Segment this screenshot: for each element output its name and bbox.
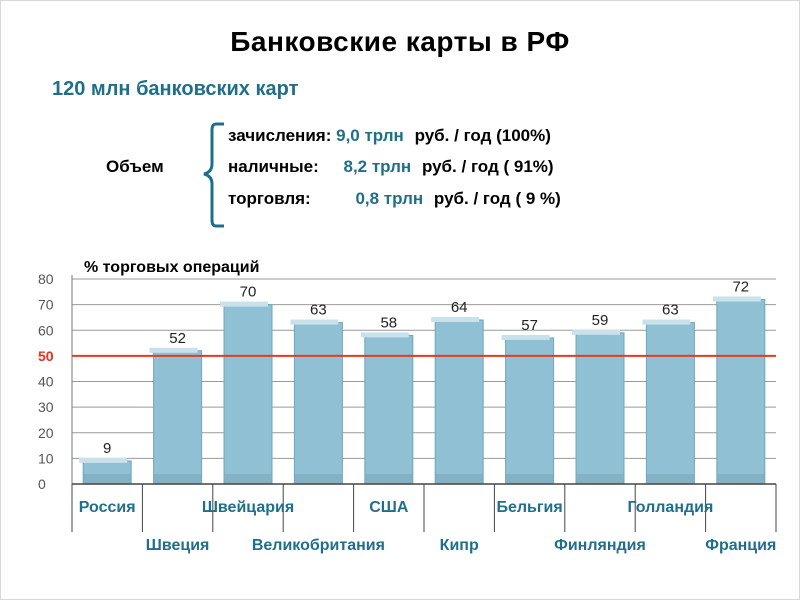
value-label: 63 [662,302,679,319]
bar-base [294,474,343,484]
bar-base [153,474,202,484]
value-label: 72 [732,279,749,296]
category-label: Швеция [146,537,210,554]
bar-base [364,474,413,484]
volume-row-unit: руб. / год (100%) [414,126,551,145]
volume-label: Объем [106,157,164,176]
volume-row-amount: 0,8 трлн [355,189,424,208]
y-tick-label: 20 [38,425,54,441]
value-label: 58 [380,314,397,331]
volume-row-amount: 9,0 трлн [336,126,404,145]
volume-row-credits: зачисления: 9,0 трлн руб. / год (100%) [228,126,551,146]
volume-row-name: зачисления: [228,126,332,145]
volume-row-name: наличные: [228,157,319,176]
bar-top [220,301,268,307]
bar-top [712,296,761,302]
y-tick-label: 50 [38,348,54,364]
bar [505,337,555,485]
bar-top [501,334,550,340]
bar [153,350,203,485]
y-tick-label: 40 [38,374,54,390]
bar-top [290,319,339,325]
value-label: 57 [521,317,538,334]
bar [716,299,766,485]
volume-row-cash: наличные: 8,2 трлн руб. / год ( 91%) [228,157,554,177]
bar-top [79,457,128,463]
y-tick-label: 30 [38,399,54,415]
bar [364,334,414,485]
value-label: 63 [310,302,327,319]
bar [223,304,273,485]
category-label: Швейцария [202,499,294,516]
volume-row-trade: торговля: 0,8 трлн руб. / год ( 9 %) [228,189,561,209]
bar-base [646,474,695,484]
y-axis-label: % торговых операций [84,259,259,276]
volume-row-unit: руб. / год ( 91%) [421,157,554,176]
bar-top [149,347,198,353]
value-label: 59 [592,312,609,329]
category-label: Франция [705,537,776,554]
y-tick-label: 80 [38,271,54,287]
bar [645,322,695,485]
subtitle: 120 млн банковских карт [52,78,299,100]
y-tick-label: 10 [38,450,54,466]
page-title: Банковские карты в РФ [230,26,570,57]
category-label: Голландия [627,499,713,516]
bar-base [576,474,624,484]
bar-base [435,474,484,484]
category-label: Финляндия [554,537,646,554]
category-label: Бельгия [496,499,562,516]
bar-base [716,474,765,484]
category-label: Великобритания [252,537,385,554]
y-tick-label: 0 [38,476,46,492]
bar-top [360,332,409,338]
volume-row-amount: 8,2 трлн [343,157,412,176]
bar-base [505,474,554,484]
curly-brace-icon [203,122,224,228]
bar-top [642,319,691,325]
bar-top [572,329,620,335]
bar-top [431,317,480,322]
bar [434,319,484,485]
bar-base [83,474,132,484]
value-label: 9 [103,440,111,457]
category-label: Россия [79,499,136,516]
y-tick-label: 70 [38,297,54,313]
value-label: 70 [240,284,257,301]
category-label: Кипр [440,537,479,554]
value-label: 52 [169,330,186,347]
value-label: 64 [451,299,468,316]
bar [293,322,343,485]
y-tick-label: 60 [38,322,54,338]
bar [575,332,625,485]
category-label: США [369,499,409,516]
threshold-label: 50 [38,348,54,364]
volume-row-name: торговля: [228,189,311,208]
bar-base [224,474,272,484]
volume-row-unit: руб. / год ( 9 %) [433,189,561,208]
